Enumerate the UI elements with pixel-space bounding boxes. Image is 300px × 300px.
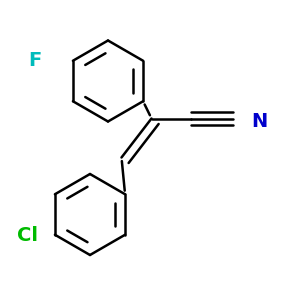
- Text: F: F: [28, 50, 41, 70]
- Text: Cl: Cl: [16, 226, 38, 245]
- Text: N: N: [251, 112, 268, 131]
